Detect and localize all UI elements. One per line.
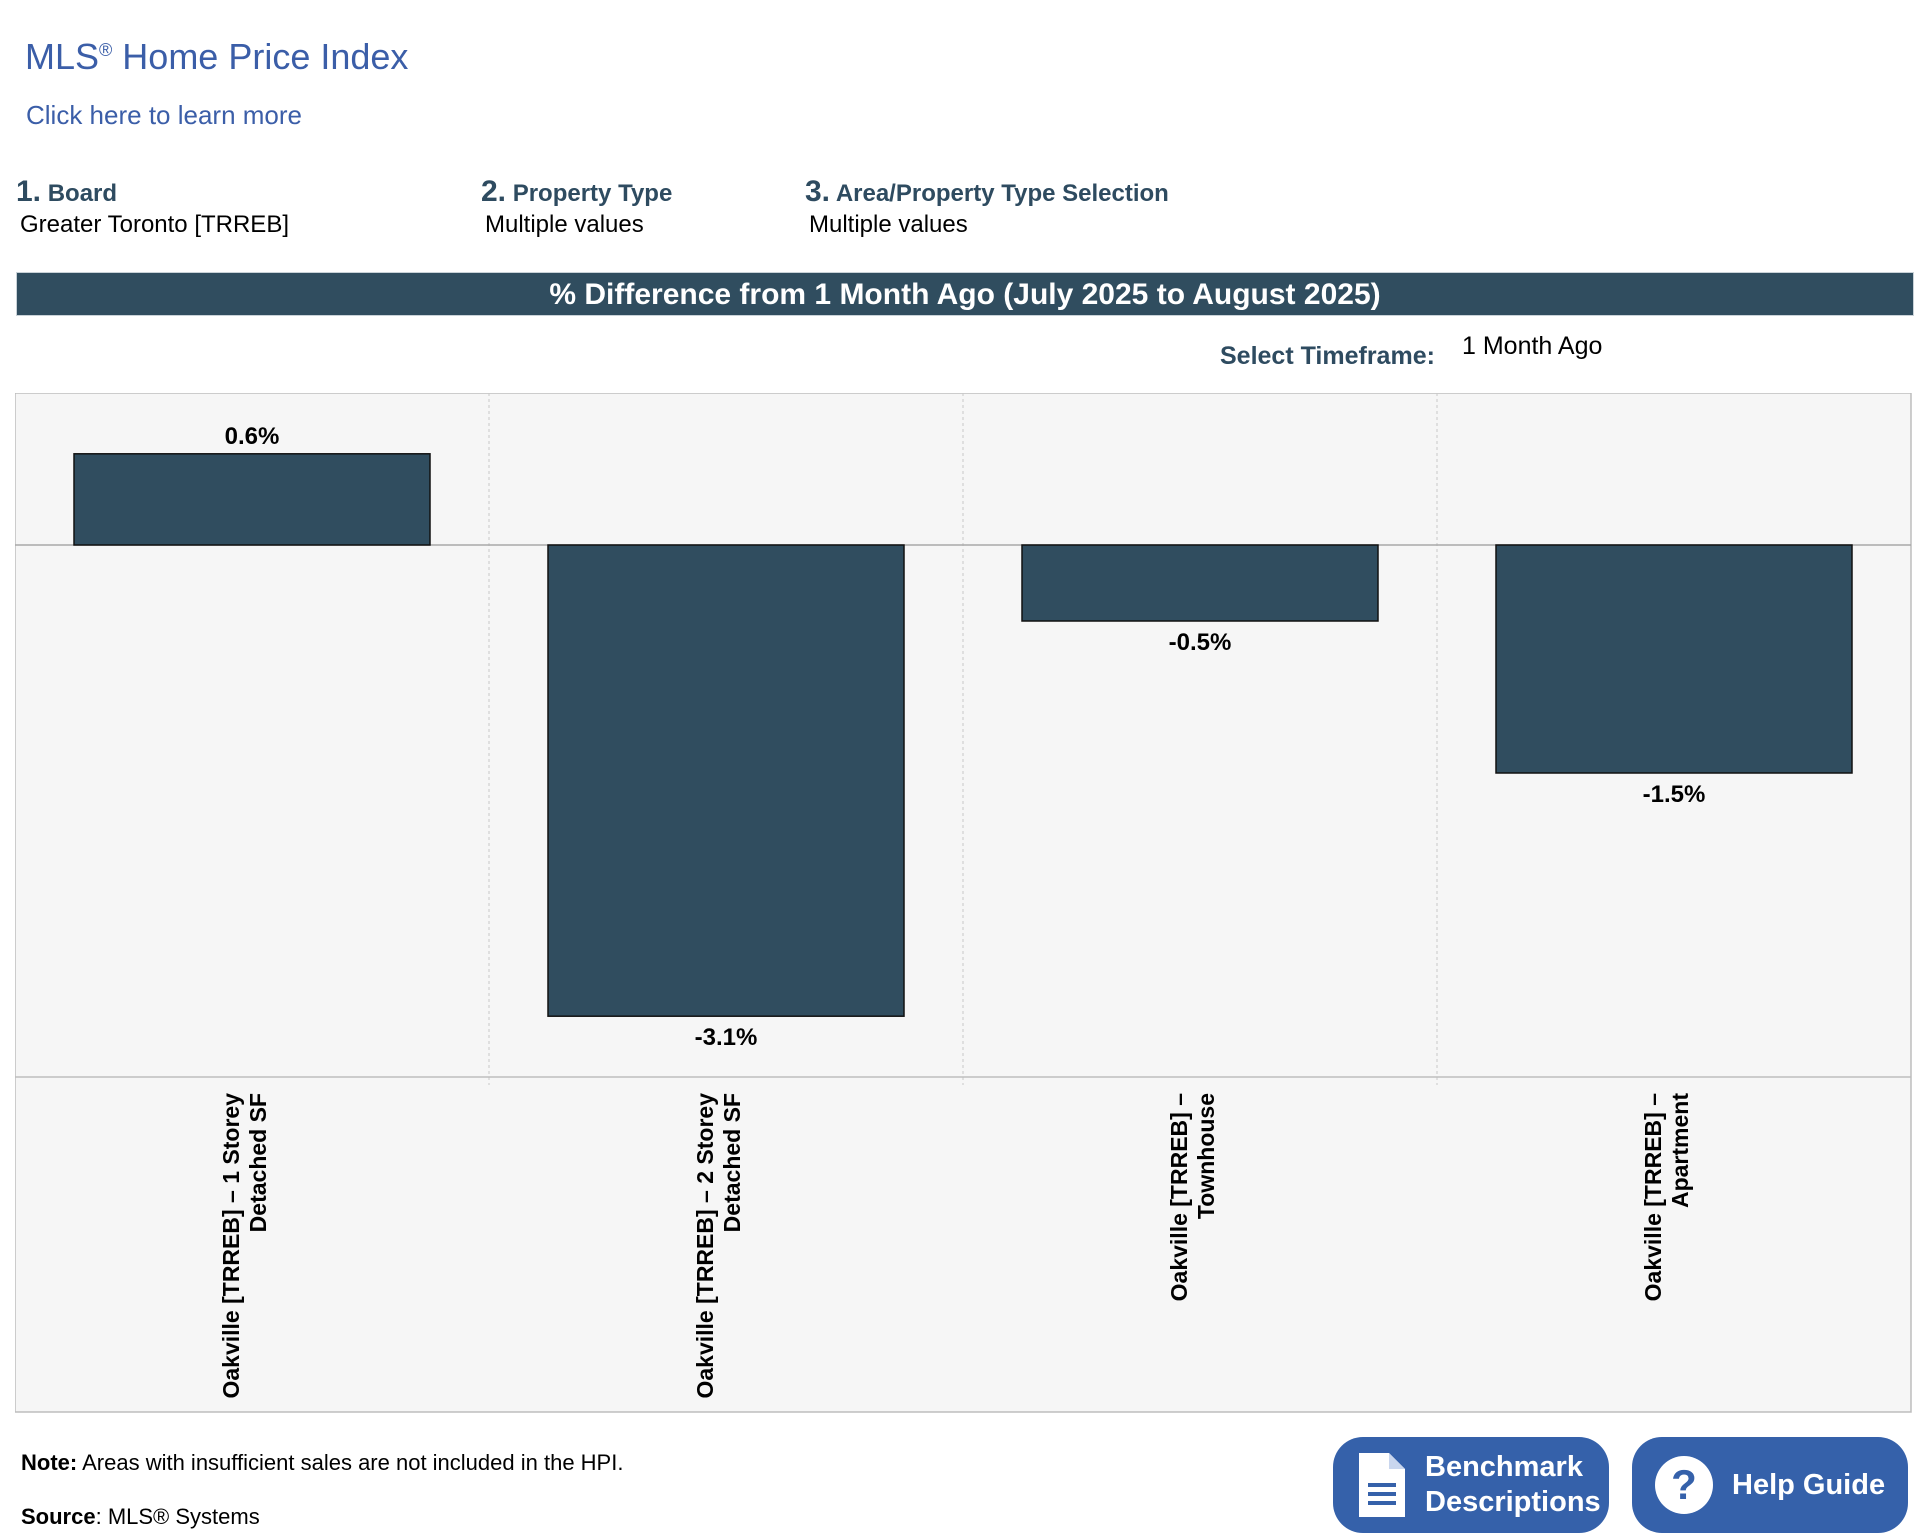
- value-label: -3.1%: [695, 1024, 758, 1051]
- help-guide-button[interactable]: ? Help Guide: [1632, 1437, 1908, 1533]
- timeframe-label: Select Timeframe:: [1220, 342, 1435, 370]
- help-question-icon: ?: [1655, 1456, 1713, 1514]
- x-tick-label-line: Apartment: [1667, 1093, 1693, 1208]
- x-tick-label: Oakville [TRREB] – 2 Storey Detached SF: [692, 1093, 745, 1399]
- note-label: Note:: [21, 1450, 78, 1475]
- benchmark-label-line1: Benchmark: [1425, 1451, 1583, 1483]
- value-label: 0.6%: [225, 423, 280, 450]
- bars-group: [73, 453, 1853, 1017]
- svg-text:?: ?: [1671, 1461, 1697, 1508]
- gridlines: [488, 393, 1438, 1085]
- value-labels-group: 0.6% -3.1% -0.5% -1.5%: [225, 423, 1706, 1051]
- benchmark-descriptions-button[interactable]: Benchmark Descriptions: [1333, 1437, 1609, 1533]
- x-tick-label-line: Oakville [TRREB] –: [1640, 1093, 1666, 1302]
- filter-area-selection: 3. Area/Property Type Selection Multiple…: [805, 175, 1169, 239]
- x-tick-label: Oakville [TRREB] – Townhouse: [1166, 1093, 1219, 1302]
- registered-mark: ®: [99, 40, 113, 60]
- help-guide-label: Help Guide: [1732, 1468, 1886, 1501]
- timeframe-selector[interactable]: 1 Month Ago: [1462, 332, 1603, 360]
- source-line: Source: MLS® Systems: [21, 1504, 260, 1530]
- filter-property-type-value[interactable]: Multiple values: [485, 211, 644, 238]
- filter-board: 1. Board Greater Toronto [TRREB]: [16, 175, 289, 239]
- title-rest: Home Price Index: [112, 36, 409, 77]
- filter-property-type-label: Property Type: [512, 180, 673, 207]
- x-tick-label: Oakville [TRREB] – Apartment: [1640, 1093, 1693, 1302]
- filter-area-selection-number: 3.: [805, 175, 831, 208]
- bar-chart: 0.6% -3.1% -0.5% -1.5% Oakville [TRREB] – 1…: [15, 393, 1912, 1413]
- learn-more-link[interactable]: Click here to learn more: [26, 100, 302, 130]
- x-tick-label-line: Oakville [TRREB] –: [1166, 1093, 1192, 1302]
- x-tick-label-line: Oakville [TRREB] – 2 Storey: [692, 1093, 718, 1399]
- filter-property-type-header: 2. Property Type: [481, 175, 672, 209]
- filter-area-selection-label: Area/Property Type Selection: [835, 180, 1169, 207]
- x-tick-label-line: Detached SF: [245, 1093, 271, 1232]
- chart-title-banner: % Difference from 1 Month Ago (July 2025…: [16, 272, 1914, 316]
- bar[interactable]: [73, 453, 431, 546]
- footnote: Note: Areas with insufficient sales are …: [21, 1450, 623, 1476]
- filter-area-selection-header: 3. Area/Property Type Selection: [805, 175, 1169, 209]
- source-text: : MLS® Systems: [95, 1504, 260, 1529]
- source-label: Source: [21, 1504, 96, 1529]
- x-tick-label-line: Oakville [TRREB] – 1 Storey: [218, 1093, 244, 1399]
- benchmark-button-label: Benchmark Descriptions: [1425, 1450, 1601, 1520]
- filter-board-value[interactable]: Greater Toronto [TRREB]: [20, 211, 289, 238]
- value-label: -1.5%: [1643, 781, 1706, 808]
- page-title: MLS® Home Price Index: [25, 36, 408, 78]
- bar[interactable]: [1021, 544, 1379, 622]
- title-main: MLS: [25, 36, 100, 77]
- filter-board-header: 1. Board: [16, 175, 289, 209]
- x-tick-label-line: Townhouse: [1193, 1093, 1219, 1219]
- filter-board-number: 1.: [16, 175, 42, 208]
- bar[interactable]: [1495, 544, 1853, 774]
- benchmark-label-line2: Descriptions: [1425, 1486, 1601, 1518]
- filter-property-type-number: 2.: [481, 175, 507, 208]
- value-label: -0.5%: [1169, 629, 1232, 656]
- note-text: Areas with insufficient sales are not in…: [77, 1450, 624, 1475]
- x-tick-labels-group: Oakville [TRREB] – 1 Storey Detached SF Oa…: [218, 1093, 1693, 1399]
- filter-property-type: 2. Property Type Multiple values: [481, 175, 672, 239]
- x-tick-label: Oakville [TRREB] – 1 Storey Detached SF: [218, 1093, 271, 1399]
- document-icon: [1359, 1453, 1405, 1517]
- filter-board-label: Board: [47, 180, 118, 207]
- filter-area-selection-value[interactable]: Multiple values: [809, 211, 968, 238]
- x-tick-label-line: Detached SF: [719, 1093, 745, 1232]
- bar[interactable]: [547, 544, 905, 1017]
